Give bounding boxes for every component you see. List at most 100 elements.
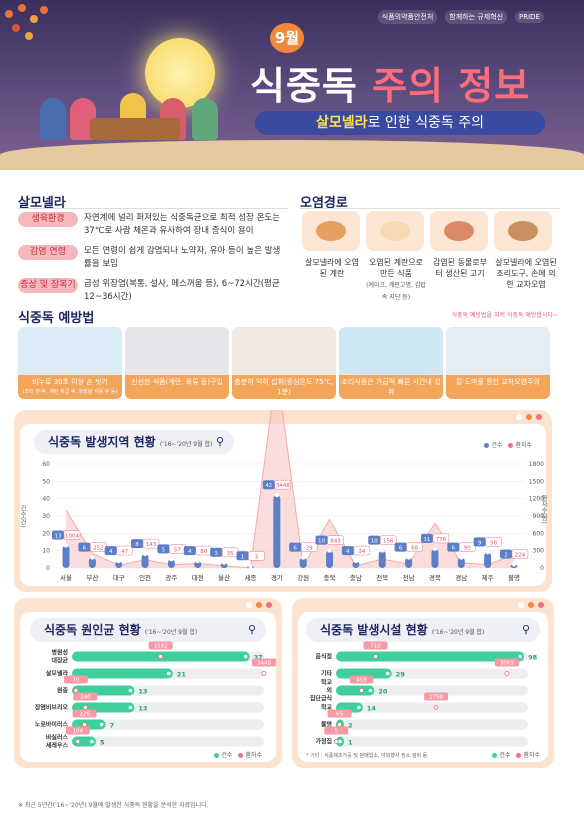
patients-label-bg (63, 530, 81, 540)
patients-label: 252 (93, 546, 104, 552)
count-label: 6 (83, 546, 87, 552)
meat-icon (430, 211, 488, 251)
patients-point (82, 705, 88, 710)
patients-point (333, 739, 339, 744)
patients-label: 47 (121, 549, 128, 555)
count-bar (299, 557, 307, 568)
patients-label-bg (327, 709, 352, 718)
patients-label: 843 (330, 539, 341, 545)
count-label: 20 (378, 688, 388, 696)
patients-label-bg (349, 675, 374, 684)
count-bar (336, 651, 525, 662)
count-point (116, 559, 121, 564)
x-tick-label: 인천 (139, 573, 151, 582)
patients-label: 1592 (154, 644, 168, 650)
patients-label: 776 (436, 537, 447, 543)
patients-label-bg (406, 542, 423, 552)
count-label-bg (368, 535, 381, 545)
month-badge: 9월 (270, 23, 304, 53)
y-tick-label: 10 (42, 548, 50, 555)
patients-label-bg (432, 533, 450, 544)
count-point (432, 546, 437, 551)
count-point (459, 555, 464, 560)
count-bar (405, 557, 413, 568)
patients-label: 1004 (65, 533, 79, 539)
count-point (90, 555, 95, 560)
x-tick-label: 부산 (86, 573, 98, 582)
count-bar (115, 561, 123, 568)
cooking-icon (232, 327, 336, 375)
patients-label: 90 (464, 546, 471, 552)
patients-point (75, 739, 81, 744)
patients-label: 34 (358, 549, 365, 555)
count-point (128, 705, 133, 710)
category-label: 노로바이러스 (35, 721, 69, 729)
logo-bar: 식품의약품안전처 함께하는 규제혁신 PRIDE (377, 10, 544, 24)
route-item: 살모넬라에 오염된 계란 (302, 211, 362, 279)
count-point (243, 654, 248, 659)
count-bar (431, 548, 439, 568)
patients-point (261, 671, 267, 676)
count-label-bg (104, 546, 117, 556)
count-label: 4 (346, 549, 350, 555)
count-label: 6 (399, 546, 403, 552)
y-tick-label: 40 (42, 496, 50, 503)
pride-logo: PRIDE (515, 11, 544, 23)
patients-label: 65 (336, 712, 343, 718)
patients-label: 1798 (429, 695, 443, 701)
route-item: 오염된 계란으로 만든 식품 (케이크, 계란고명, 김밥 속 지단 등) (366, 211, 426, 303)
category-label: 장염비브리오 (35, 704, 69, 712)
count-label-bg (394, 542, 407, 552)
count-label-bg (420, 533, 433, 543)
count-label: 13 (138, 688, 147, 696)
category-label: 병원성 (51, 649, 68, 657)
count-label: 14 (367, 705, 377, 713)
reform-logo: 함께하는 규제혁신 (445, 10, 508, 24)
category-label: 음식점 (315, 653, 332, 661)
route-item: 살모넬라에 오염된 조리도구, 손에 의한 교차오염 (494, 211, 558, 290)
category-label: 대장균 (51, 657, 68, 665)
category-label: 집단급식 (310, 695, 332, 703)
patients-point (373, 654, 378, 659)
patients-label: 104 (73, 729, 84, 735)
patients-label-bg (424, 692, 449, 701)
patients-line (65, 410, 515, 569)
x-tick-label: 경기 (271, 573, 283, 582)
count-point (64, 543, 68, 548)
count-bar (141, 554, 149, 568)
y2-axis-label: 환자수(명) (540, 495, 547, 524)
count-label: 3 (214, 551, 218, 557)
patients-label-bg (142, 538, 160, 549)
cause-legend: 건수 환자수 (208, 750, 262, 759)
count-bar (62, 545, 70, 568)
count-label-bg (210, 547, 223, 557)
count-point (128, 688, 133, 693)
x-tick-label: 전북 (376, 573, 388, 582)
count-label-bg (289, 542, 302, 552)
patients-label: 3448 (257, 661, 271, 667)
count-label-bg (262, 480, 275, 490)
count-label: 13 (55, 533, 62, 539)
search-icon: ⚲ (215, 435, 224, 448)
y2-tick-label: 1500 (529, 478, 544, 485)
patients-label: 240 (80, 695, 91, 701)
category-label: 원충 (57, 687, 69, 695)
count-label: 4 (188, 549, 192, 555)
patients-label: 459 (356, 678, 367, 684)
count-label-bg (183, 546, 196, 556)
region-chart-title: 식중독 발생지역 현황 ('16~'20년 9월 합) ⚲ (34, 430, 234, 454)
count-bar (167, 559, 175, 568)
family-illustration (40, 70, 230, 140)
x-tick-label: 광주 (165, 574, 177, 582)
count-point (485, 550, 490, 555)
facility-chart-card: 식중독 발생시설 현황 ('16~'20년 9월 합) ⚲ 음식점 98 710 기타 2… (292, 598, 554, 768)
eating-icon (339, 327, 443, 375)
prevention-title: 식중독 예방법 (18, 311, 95, 326)
route-item: 감염된 동물로부터 생산된 고기 (430, 211, 490, 279)
search-icon: ⚲ (247, 623, 256, 636)
patients-label-bg (73, 692, 98, 701)
tree-illustration (0, 0, 60, 70)
count-bar (352, 561, 360, 568)
x-tick-label: 대전 (192, 573, 204, 582)
